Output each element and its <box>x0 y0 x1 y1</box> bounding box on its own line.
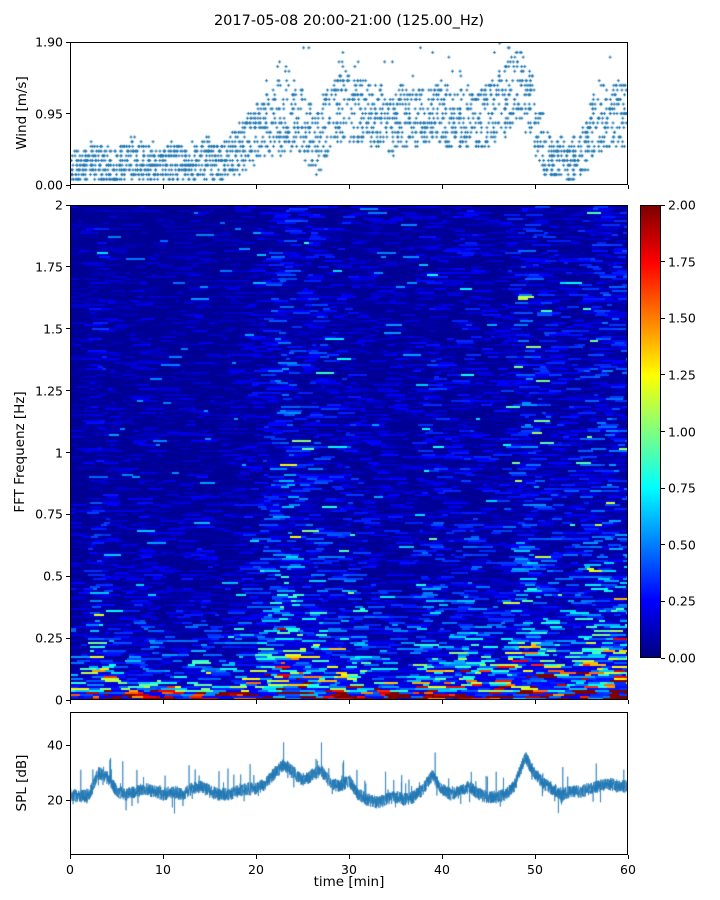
y-tick-label: 0.75 <box>35 506 63 522</box>
colorbar-canvas <box>641 206 660 657</box>
tick-mark <box>66 204 70 206</box>
y-tick-label: 2 <box>55 197 63 213</box>
tick-mark <box>66 113 70 114</box>
tick-mark <box>441 185 443 189</box>
tick-mark <box>627 855 629 859</box>
spl-ylabel: SPL [dB] <box>14 754 30 812</box>
y-tick-label: 0.95 <box>35 106 63 121</box>
tick-mark <box>348 185 350 189</box>
colorbar-tick-label: 0.50 <box>668 537 696 553</box>
tick-mark <box>66 744 70 746</box>
tick-mark <box>441 700 443 704</box>
tick-mark <box>69 855 71 859</box>
x-tick-label: 50 <box>527 862 543 877</box>
tick-mark <box>534 185 536 189</box>
colorbar-tick-label: 1.00 <box>668 424 696 439</box>
tick-mark <box>66 266 70 268</box>
y-tick-label: 0.00 <box>35 177 63 193</box>
tick-mark <box>627 185 629 189</box>
tick-mark <box>661 600 665 602</box>
tick-mark <box>69 185 71 189</box>
y-tick-label: 1.75 <box>35 259 63 275</box>
colorbar-tick-label: 0.25 <box>668 593 696 609</box>
colorbar-tick-label: 2.00 <box>668 197 696 213</box>
tick-mark <box>661 544 665 546</box>
tick-mark <box>661 487 665 489</box>
tick-mark <box>66 513 70 515</box>
tick-mark <box>255 855 257 859</box>
tick-mark <box>255 700 257 704</box>
x-tick-label: 60 <box>620 862 636 877</box>
tick-mark <box>661 657 665 659</box>
colorbar-tick-label: 1.75 <box>668 254 696 270</box>
spectrogram-axes <box>70 205 628 700</box>
y-tick-label: 1.90 <box>35 34 63 50</box>
tick-mark <box>162 855 164 859</box>
x-tick-label: 10 <box>155 862 171 877</box>
wind-axes <box>70 42 628 185</box>
tick-mark <box>69 700 71 704</box>
tick-mark <box>66 328 70 330</box>
colorbar-tick-label: 0.75 <box>668 480 696 496</box>
tick-mark <box>534 855 536 859</box>
tick-mark <box>66 699 70 701</box>
tick-mark <box>162 185 164 189</box>
tick-mark <box>661 374 665 376</box>
colorbar-tick-label: 0.00 <box>668 650 696 666</box>
tick-mark <box>348 700 350 704</box>
tick-mark <box>66 637 70 639</box>
tick-mark <box>66 390 70 392</box>
x-axis-label: time [min] <box>313 874 385 890</box>
tick-mark <box>661 261 665 263</box>
tick-mark <box>661 431 665 432</box>
y-tick-label: 1 <box>55 445 63 460</box>
spectrogram-canvas <box>71 206 627 699</box>
tick-mark <box>534 700 536 704</box>
y-tick-label: 1.5 <box>43 321 63 337</box>
tick-mark <box>66 184 70 186</box>
tick-mark <box>441 855 443 859</box>
tick-mark <box>66 575 70 577</box>
figure-title: 2017-05-08 20:00-21:00 (125.00_Hz) <box>213 13 485 29</box>
tick-mark <box>348 855 350 859</box>
tick-mark <box>66 452 70 453</box>
tick-mark <box>627 700 629 704</box>
colorbar <box>640 205 661 658</box>
x-tick-label: 40 <box>434 862 450 877</box>
tick-mark <box>255 185 257 189</box>
y-tick-label: 0.5 <box>43 568 63 584</box>
spl-line-canvas <box>71 713 627 854</box>
y-tick-label: 1.25 <box>35 383 63 399</box>
tick-mark <box>661 204 665 206</box>
tick-mark <box>66 799 70 801</box>
y-tick-label: 40 <box>47 737 63 753</box>
y-tick-label: 20 <box>47 792 63 808</box>
colorbar-tick-label: 1.50 <box>668 310 696 326</box>
tick-mark <box>162 700 164 704</box>
colorbar-tick-label: 1.25 <box>668 367 696 383</box>
wind-scatter-canvas <box>71 43 627 184</box>
x-tick-label: 30 <box>341 862 357 877</box>
x-tick-label: 20 <box>248 862 264 877</box>
spectrogram-ylabel: FFT Frequenz [Hz] <box>12 391 28 513</box>
wind-ylabel: Wind [m/s] <box>14 76 30 150</box>
tick-mark <box>661 317 665 319</box>
tick-mark <box>66 41 70 43</box>
spl-axes <box>70 712 628 855</box>
x-tick-label: 0 <box>66 862 74 877</box>
y-tick-label: 0.25 <box>35 630 63 646</box>
y-tick-label: 0 <box>55 692 63 708</box>
